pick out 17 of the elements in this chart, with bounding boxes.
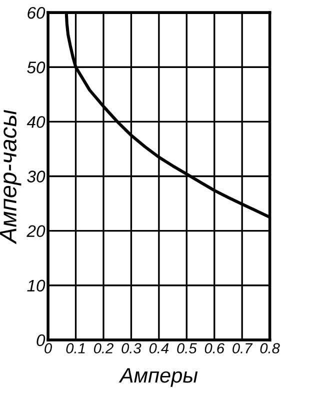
- x-tick-label: 0.2: [94, 343, 114, 354]
- y-tick-label: 20: [26, 225, 46, 238]
- x-tick-label: 0.7: [232, 343, 253, 354]
- x-tick-label: 0.4: [149, 343, 169, 354]
- x-tick-label: 0.1: [66, 343, 85, 354]
- x-tick-label: 0.5: [177, 343, 197, 354]
- y-tick-label: 50: [27, 62, 46, 74]
- x-tick-label: 0: [44, 343, 52, 354]
- x-tick-label: 0.6: [204, 343, 225, 354]
- y-tick-label: 30: [27, 170, 46, 182]
- x-axis-title: Амперы: [118, 368, 198, 387]
- y-tick-label: 10: [27, 280, 46, 292]
- x-tick-label: 0.8: [260, 343, 280, 354]
- x-tick-label: 0.3: [122, 343, 142, 354]
- y-tick-label: 60: [28, 6, 46, 19]
- y-axis-title: Ампер-часы: [0, 110, 22, 244]
- y-tick-label: 40: [26, 116, 46, 128]
